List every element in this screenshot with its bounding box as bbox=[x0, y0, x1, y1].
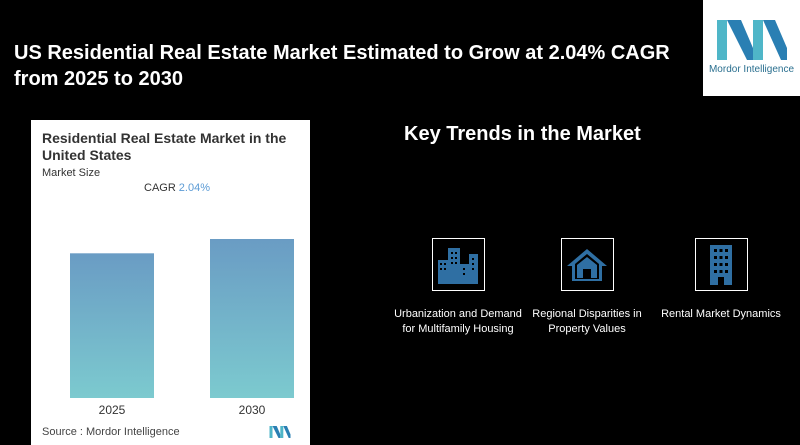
cagr-label: CAGR bbox=[144, 182, 176, 194]
trend-item-regional-disparities: Regional Disparities in Property Values bbox=[517, 238, 657, 337]
page-headline: US Residential Real Estate Market Estima… bbox=[14, 42, 670, 90]
cagr-annotation: CAGR 2.04% bbox=[144, 182, 210, 194]
chart-subtitle: Market Size bbox=[42, 167, 101, 179]
chart-title: Residential Real Estate Market in the Un… bbox=[42, 130, 287, 163]
bar-chart: 2025 2030 bbox=[70, 239, 294, 417]
logo-text: Mordor Intelligence bbox=[708, 64, 795, 75]
trend-item-rental-market: Rental Market Dynamics bbox=[651, 238, 791, 322]
source-text: Source : Mordor Intelligence bbox=[42, 426, 180, 438]
trends-title: Key Trends in the Market bbox=[404, 123, 641, 145]
city-buildings-icon bbox=[431, 238, 485, 291]
apartment-building-icon bbox=[694, 238, 748, 291]
trend-item-urbanization: Urbanization and Demand for Multifamily … bbox=[388, 238, 528, 337]
bar-2025 bbox=[70, 253, 154, 398]
mini-logo-icon bbox=[269, 426, 291, 438]
mordor-intelligence-logo: Mordor Intelligence bbox=[703, 0, 800, 96]
trend-label: Regional Disparities in Property Values bbox=[532, 308, 642, 335]
x-tick-label: 2025 bbox=[99, 403, 126, 417]
bar-2030 bbox=[210, 239, 294, 398]
trend-label: Rental Market Dynamics bbox=[661, 308, 781, 320]
logo-mark-icon bbox=[717, 20, 787, 60]
x-tick-label: 2030 bbox=[239, 403, 266, 417]
house-icon bbox=[560, 238, 614, 291]
trend-label: Urbanization and Demand for Multifamily … bbox=[394, 308, 522, 335]
market-size-card: 2025 2030 Residential Real Estate Market … bbox=[31, 120, 310, 445]
cagr-value: 2.04% bbox=[178, 182, 210, 194]
